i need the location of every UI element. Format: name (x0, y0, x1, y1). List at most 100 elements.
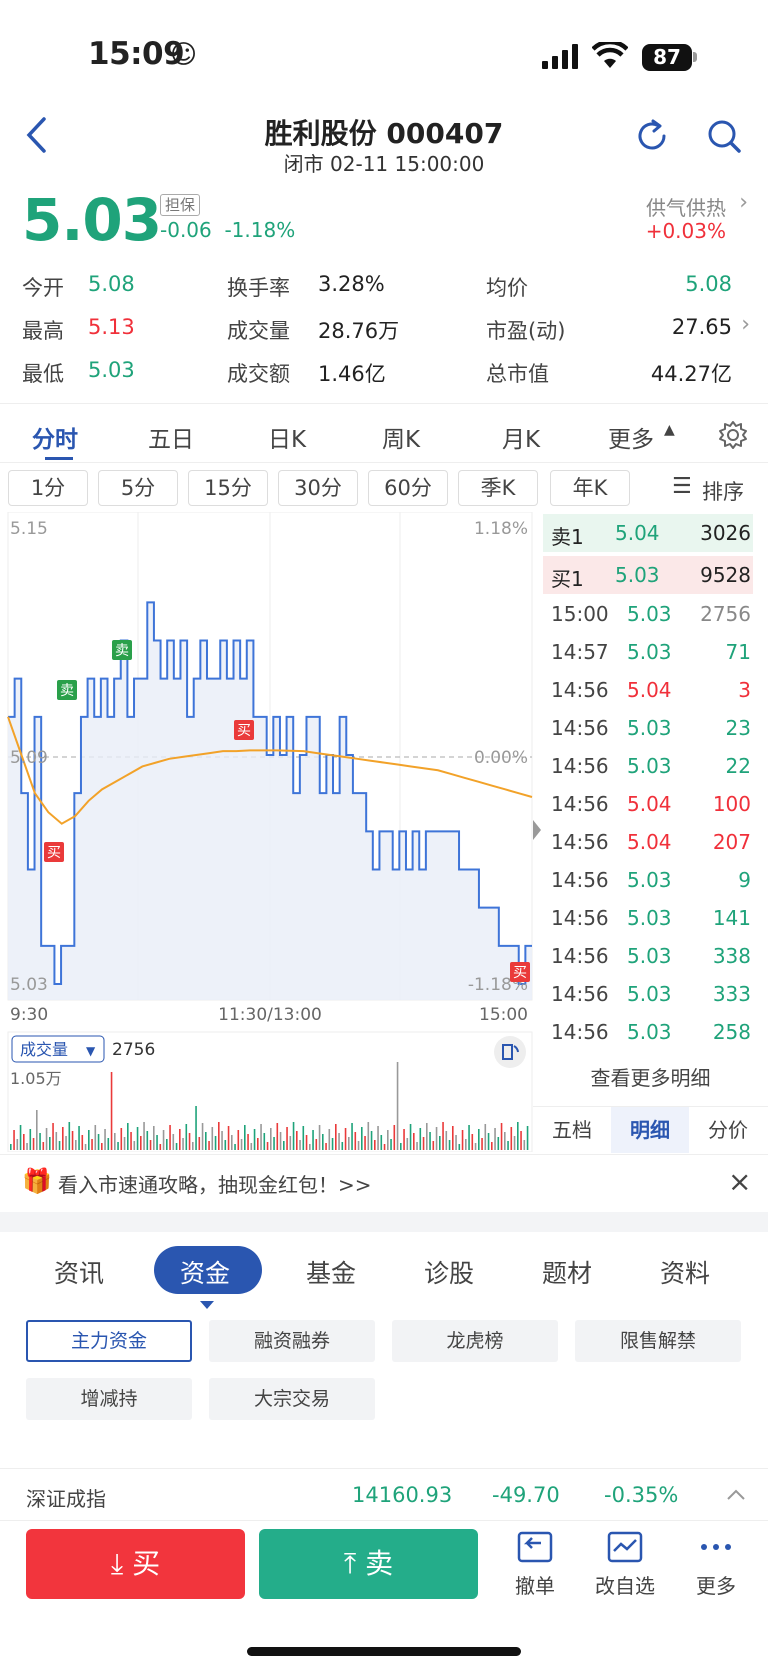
stat-label[interactable]: 市盈(动) (486, 319, 566, 343)
chip-dragon-tiger[interactable]: 龙虎榜 (392, 1320, 558, 1362)
tab-intraday[interactable]: 分时 (32, 427, 78, 453)
volume-bar (471, 1134, 474, 1150)
stat-value: 5.08 (685, 272, 732, 296)
chevron-right-icon: › (741, 312, 750, 337)
sort-button[interactable]: 排序 (702, 480, 744, 504)
chip-block-trade[interactable]: 大宗交易 (209, 1378, 375, 1420)
volume-bar (10, 1144, 12, 1150)
volume-bars (10, 1062, 529, 1150)
volume-bar (110, 1072, 113, 1150)
close-icon[interactable]: × (728, 1165, 752, 1198)
volume-bar (75, 1140, 77, 1150)
expand-arrow-icon[interactable] (531, 818, 543, 842)
sell-button[interactable]: ⤒ 卖 (259, 1529, 478, 1599)
cancel-order-icon (517, 1531, 553, 1563)
tick-row: 14:56 5.03 22 (545, 750, 755, 788)
tab-fund[interactable]: 基金 (306, 1259, 357, 1288)
volume-dropdown[interactable] (11, 1035, 105, 1063)
tab-five-day[interactable]: 五日 (148, 427, 194, 453)
rotate-screen-icon[interactable] (494, 1036, 526, 1068)
volume-bar (192, 1142, 194, 1150)
volume-bar (504, 1132, 506, 1150)
cancel-order-button[interactable]: 撤单 (500, 1529, 570, 1599)
volume-bar (146, 1131, 149, 1150)
tab-theme[interactable]: 题材 (542, 1259, 593, 1288)
ktab-60m[interactable]: 60分 (368, 470, 448, 506)
volume-bar (120, 1128, 123, 1150)
tick-time: 14:57 (551, 640, 609, 664)
chip-lockup[interactable]: 限售解禁 (575, 1320, 741, 1362)
chevron-up-icon[interactable] (726, 1489, 746, 1501)
chip-holdings-change[interactable]: 增减持 (26, 1378, 192, 1420)
buy-marker: 买 (44, 842, 64, 862)
ktab-quarterly[interactable]: 季K (458, 470, 538, 506)
chip-main-funds[interactable]: 主力资金 (26, 1320, 192, 1362)
tab-pointer (200, 1294, 214, 1309)
volume-bar (409, 1124, 412, 1150)
volume-bar (182, 1138, 184, 1150)
tab-profile[interactable]: 资料 (660, 1259, 711, 1288)
ktab-1m[interactable]: 1分 (8, 470, 88, 506)
volume-bar (221, 1131, 223, 1150)
volume-bar (406, 1138, 409, 1150)
tab-daily-k[interactable]: 日K (268, 427, 307, 453)
volume-max-label: 1.05万 (10, 1069, 62, 1088)
stat-value: 5.13 (88, 315, 135, 339)
tick-volume: 71 (725, 640, 751, 664)
volume-bar (455, 1135, 457, 1150)
index-bar[interactable]: 深证成指 14160.93 -49.70 -0.35% (0, 1468, 768, 1520)
tab-funds[interactable]: 资金 (180, 1259, 231, 1288)
back-icon[interactable] (24, 116, 48, 154)
more-button[interactable]: 更多 (681, 1529, 751, 1599)
buy-button[interactable]: ⤓ 买 (26, 1529, 245, 1599)
chip-margin[interactable]: 融资融券 (209, 1320, 375, 1362)
volume-bar (88, 1130, 90, 1150)
caret-up-icon: ▲ (664, 422, 675, 438)
stock-title: 胜利股份 000407 (264, 117, 504, 150)
tab-price-dist[interactable]: 分价 (708, 1118, 748, 1142)
tab-weekly-k[interactable]: 周K (382, 427, 421, 453)
volume-bar (361, 1127, 363, 1150)
volume-bar (224, 1140, 227, 1150)
volume-bar (260, 1124, 262, 1150)
sector-label[interactable]: 供气供热 (646, 196, 726, 220)
tick-row: 14:57 5.03 71 (545, 636, 755, 674)
tab-five-levels[interactable]: 五档 (552, 1118, 592, 1142)
tab-details[interactable]: 明细 (611, 1107, 689, 1153)
ktab-30m[interactable]: 30分 (278, 470, 358, 506)
refresh-icon[interactable] (634, 118, 670, 154)
more-label: 更多 (696, 1574, 736, 1598)
volume-bar (494, 1128, 496, 1150)
volume-bar (487, 1133, 490, 1150)
promo-banner[interactable]: 🎁 看入市速通攻略，抽现金红包！>> × (0, 1154, 768, 1212)
volume-bar (127, 1123, 129, 1150)
tab-more[interactable]: 更多 (608, 427, 654, 453)
volume-bar (140, 1136, 142, 1150)
tick-time: 14:56 (551, 868, 609, 892)
volume-value: 2756 (112, 1040, 155, 1060)
volume-bar (296, 1131, 298, 1150)
tab-underline (45, 457, 73, 460)
tick-volume: 207 (712, 830, 751, 854)
tab-monthly-k[interactable]: 月K (502, 427, 541, 453)
intraday-chart[interactable]: 5.15 5.09 5.03 1.18% 0.00% -1.18% 9:30 1… (0, 512, 533, 1152)
svg-text:买: 买 (47, 845, 61, 861)
volume-bar (286, 1127, 288, 1150)
ktab-15m[interactable]: 15分 (188, 470, 268, 506)
volume-bar (240, 1139, 243, 1150)
volume-bar (195, 1106, 197, 1150)
volume-bar (101, 1143, 103, 1150)
ktab-yearly[interactable]: 年K (550, 470, 630, 506)
gear-icon[interactable] (718, 420, 748, 450)
tick-volume: 141 (712, 906, 751, 930)
view-more-details[interactable]: 查看更多明细 (590, 1066, 711, 1090)
ktab-5m[interactable]: 5分 (98, 470, 178, 506)
volume-bar (474, 1143, 477, 1150)
search-icon[interactable] (706, 118, 742, 154)
tab-news[interactable]: 资讯 (54, 1259, 105, 1288)
tab-diagnosis[interactable]: 诊股 (424, 1259, 475, 1288)
volume-bar (273, 1137, 275, 1150)
index-name: 深证成指 (26, 1487, 106, 1511)
tick-volume: 258 (712, 1020, 751, 1044)
edit-watchlist-button[interactable]: 改自选 (590, 1529, 660, 1599)
